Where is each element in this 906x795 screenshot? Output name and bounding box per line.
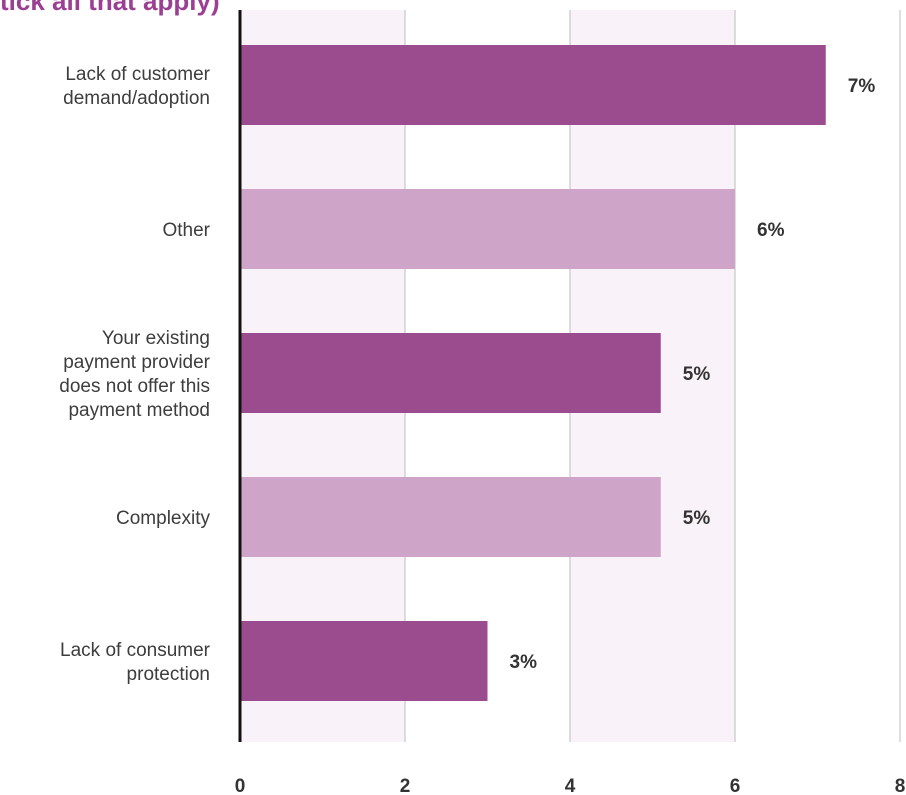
bar (240, 189, 735, 269)
category-labels: Lack of customer demand/adoption Other Your… (59, 64, 210, 685)
bar (240, 621, 488, 701)
x-tick-label: 6 (730, 776, 741, 795)
x-tick-labels: 0 2 4 6 8 (235, 776, 906, 795)
value-labels: 7% 6% 5% 5% 3% (510, 76, 876, 673)
chart-title-fragment: tick all that apply) (0, 0, 220, 16)
category-label: Complexity (116, 508, 210, 529)
category-label: Your existing payment provider does not of… (59, 328, 210, 421)
value-label: 5% (683, 364, 711, 385)
category-label: Lack of customer demand/adoption (63, 64, 211, 109)
value-label: 3% (510, 652, 538, 673)
category-label: Lack of consumer protection (60, 640, 211, 685)
x-tick-label: 4 (565, 776, 576, 795)
value-label: 6% (757, 220, 785, 241)
bar (240, 477, 661, 557)
x-tick-label: 8 (895, 776, 906, 795)
bar (240, 333, 661, 413)
bar (240, 45, 826, 125)
bars (240, 45, 826, 701)
category-label: Other (162, 220, 210, 241)
x-tick-label: 2 (400, 776, 411, 795)
x-tick-label: 0 (235, 776, 246, 795)
value-label: 7% (848, 76, 876, 97)
value-label: 5% (683, 508, 711, 529)
